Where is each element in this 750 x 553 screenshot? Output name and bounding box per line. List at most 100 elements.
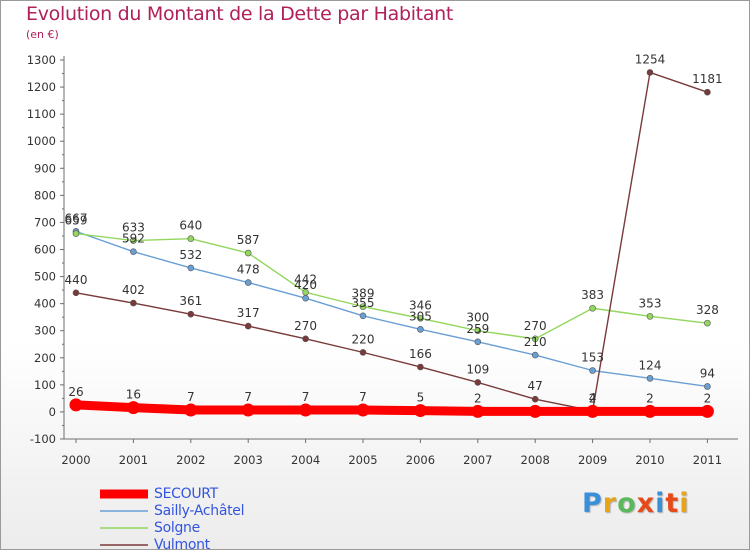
data-label-solgne-2011: 328	[696, 303, 719, 317]
data-point-sailly-achatel-2011	[704, 383, 711, 390]
data-point-sailly-achatel-2006	[417, 326, 424, 333]
data-label-vulmont-2000: 440	[65, 273, 88, 287]
data-label-secourt-2002: 7	[187, 390, 195, 404]
data-point-sailly-achatel-2001	[130, 248, 137, 255]
data-point-solgne-2000	[72, 230, 80, 237]
x-tick-label-3: 2003	[234, 453, 263, 467]
data-label-vulmont-2009: 4	[589, 391, 597, 405]
legend-item-solgne: Solgne	[100, 519, 244, 536]
series-line-sailly-achatel	[75, 230, 709, 388]
data-point-sailly-achatel-2009	[589, 367, 596, 374]
data-point-solgne-2003	[244, 249, 252, 257]
data-label-solgne-2006: 346	[409, 298, 432, 312]
x-tick-label-7: 2007	[463, 453, 492, 467]
legend-swatch-vulmont	[100, 543, 148, 546]
data-label-vulmont-2010: 1254	[635, 52, 666, 66]
x-tick-label-4: 2004	[291, 453, 320, 467]
data-label-sailly-achatel-2001: 592	[122, 232, 145, 246]
data-label-vulmont-2002: 361	[179, 294, 202, 308]
y-tick-label-0: -100	[30, 432, 56, 446]
data-label-solgne-2002: 640	[179, 219, 202, 233]
y-tick-label-6: 500	[34, 270, 56, 284]
data-label-solgne-2003: 587	[237, 233, 260, 247]
data-label-sailly-achatel-2008: 210	[524, 335, 547, 349]
data-point-secourt-2011	[700, 404, 714, 418]
legend-swatch-secourt	[100, 489, 148, 498]
data-point-secourt-2007	[471, 404, 485, 418]
y-tick-label-8: 700	[34, 215, 56, 229]
y-tick-label-2: 100	[34, 378, 56, 392]
data-point-secourt-2003	[241, 403, 255, 417]
data-point-solgne-2005	[359, 303, 367, 310]
logo-letter: i	[655, 488, 666, 519]
y-tick-label-5: 400	[34, 297, 56, 311]
data-label-sailly-achatel-2011: 94	[700, 366, 715, 380]
legend-swatch-solgne	[100, 526, 148, 529]
legend-label-secourt: SECOURT	[154, 485, 218, 502]
logo-letter: t	[665, 488, 680, 519]
y-tick-label-13: 1200	[27, 80, 56, 94]
data-label-vulmont-2004: 270	[294, 319, 317, 333]
data-label-solgne-2004: 442	[294, 272, 317, 286]
legend-label-sailly-achatel: Sailly-Achâtel	[154, 502, 245, 519]
x-tick-label-0: 2000	[61, 453, 90, 467]
data-label-secourt-2009: 2	[589, 391, 597, 405]
x-tick-label-9: 2009	[578, 453, 607, 467]
series-line-solgne	[75, 232, 709, 340]
data-point-solgne-2008	[531, 335, 539, 343]
data-point-secourt-2000	[69, 398, 83, 412]
y-tick-label-11: 1000	[27, 134, 56, 148]
y-tick-label-1: 0	[49, 405, 56, 419]
data-label-sailly-achatel-2007: 259	[466, 322, 489, 336]
data-label-vulmont-2005: 220	[352, 332, 375, 346]
data-point-solgne-2006	[417, 314, 424, 322]
data-label-solgne-2000: 659	[65, 214, 88, 228]
logo-letter: i	[679, 488, 690, 519]
data-label-sailly-achatel-2009: 153	[581, 351, 604, 365]
data-point-sailly-achatel-2005	[359, 312, 367, 320]
data-point-secourt-2010	[643, 404, 657, 418]
y-tick-label-10: 900	[34, 161, 56, 175]
data-point-sailly-achatel-2010	[646, 375, 654, 382]
data-label-secourt-2006: 5	[417, 391, 425, 405]
data-point-solgne-2009	[589, 304, 596, 312]
data-point-secourt-2002	[184, 403, 198, 417]
x-tick-label-6: 2006	[406, 453, 435, 467]
data-label-sailly-achatel-2005: 355	[352, 296, 375, 310]
data-label-secourt-2005: 7	[359, 390, 367, 404]
data-point-solgne-2001	[130, 237, 137, 244]
data-label-secourt-2010: 2	[646, 391, 654, 405]
data-label-sailly-achatel-2002: 532	[179, 248, 202, 262]
data-point-secourt-2009	[586, 404, 600, 418]
data-label-sailly-achatel-2010: 124	[639, 358, 662, 372]
y-tick-label-9: 800	[34, 188, 56, 202]
logo-letter: x	[636, 488, 656, 519]
chart-legend: SECOURT Sailly-Achâtel Solgne Vulmont	[100, 485, 245, 553]
data-label-vulmont-2003: 317	[237, 306, 260, 320]
y-tick-label-4: 300	[34, 324, 56, 338]
data-point-sailly-achatel-2002	[187, 264, 195, 272]
chart-subtitle: (en €)	[26, 28, 59, 41]
legend-label-solgne: Solgne	[154, 519, 200, 536]
data-label-secourt-2001: 16	[126, 388, 141, 402]
data-point-secourt-2008	[528, 404, 542, 418]
data-label-secourt-2004: 7	[302, 390, 310, 404]
data-label-solgne-2008: 270	[524, 319, 547, 333]
data-point-solgne-2010	[646, 313, 654, 320]
data-label-sailly-achatel-2006: 305	[409, 309, 432, 323]
data-point-secourt-2004	[299, 403, 313, 417]
data-point-solgne-2002	[187, 235, 195, 242]
data-label-vulmont-2011: 1181	[692, 72, 723, 86]
data-label-sailly-achatel-2004: 420	[294, 278, 317, 292]
legend-item-vulmont: Vulmont	[100, 536, 244, 553]
data-point-vulmont-2011	[704, 88, 711, 96]
x-tick-label-10: 2010	[635, 453, 664, 467]
data-label-vulmont-2006: 166	[409, 347, 432, 361]
x-tick-label-5: 2005	[348, 453, 377, 467]
data-point-secourt-2006	[413, 404, 427, 418]
data-point-vulmont-2006	[417, 363, 424, 371]
data-point-solgne-2007	[474, 327, 482, 335]
data-point-vulmont-2004	[302, 335, 309, 343]
y-tick-label-7: 600	[34, 243, 56, 257]
